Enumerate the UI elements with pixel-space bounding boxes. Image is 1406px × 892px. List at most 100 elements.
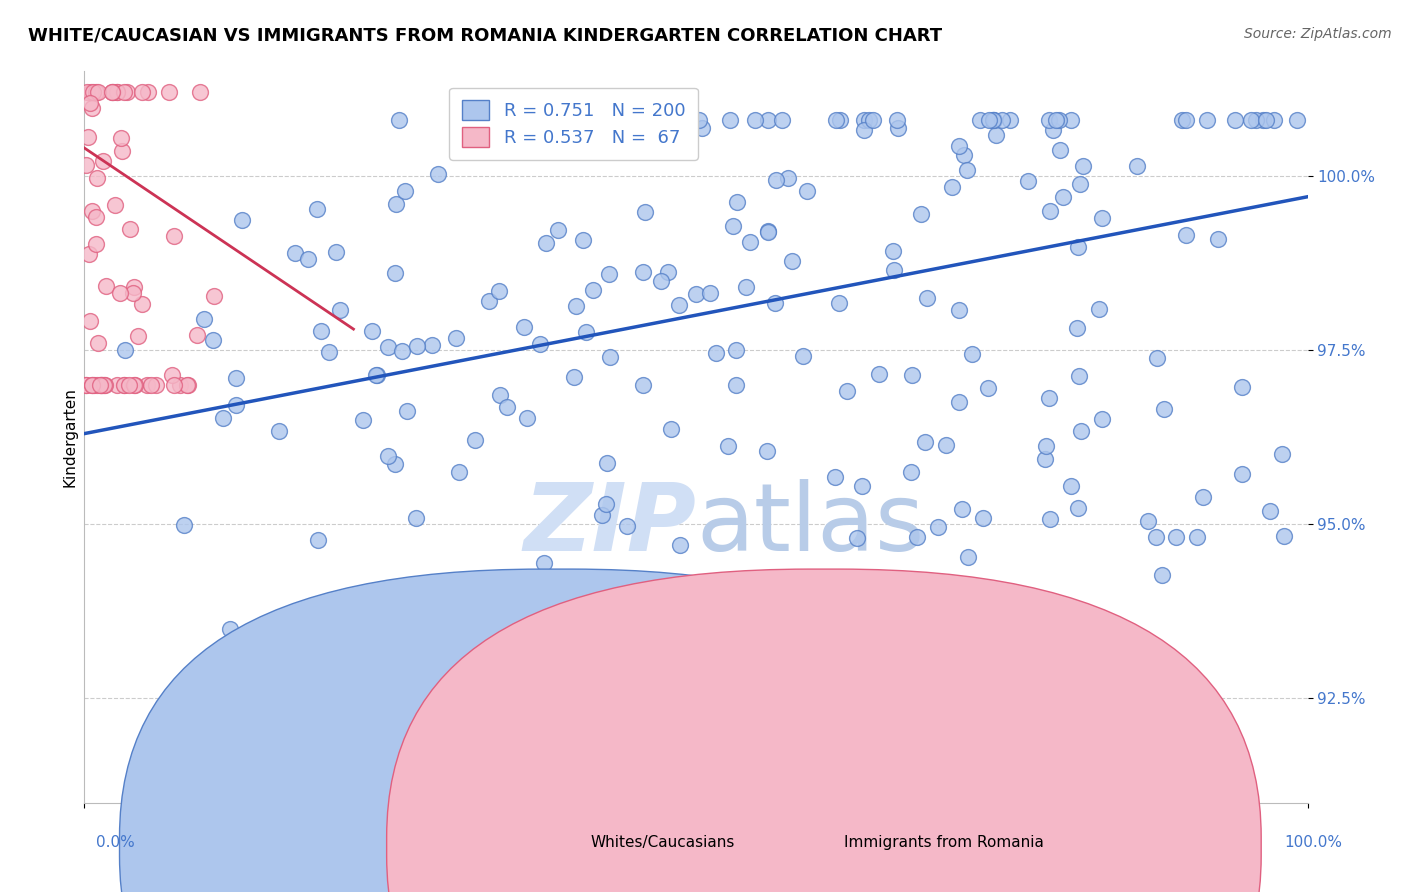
Point [1230, 467, 1253, 481]
Point [536, 236, 558, 251]
Point [983, 113, 1005, 128]
Point [188, 85, 211, 99]
Point [75, 158, 97, 172]
Point [211, 411, 233, 425]
Point [176, 377, 198, 392]
Point [948, 395, 970, 409]
Point [284, 245, 307, 260]
Point [464, 434, 486, 448]
Point [305, 202, 328, 216]
Point [101, 85, 124, 99]
Point [657, 265, 679, 279]
Point [927, 520, 949, 534]
Point [530, 622, 553, 636]
Point [516, 411, 538, 425]
Point [721, 219, 744, 234]
Point [86, 377, 108, 392]
Point [1153, 401, 1175, 416]
Point [886, 113, 908, 128]
Point [1049, 144, 1071, 158]
Point [1258, 504, 1281, 518]
Point [969, 113, 991, 128]
Point [104, 197, 127, 211]
Point [90, 377, 112, 392]
Point [105, 85, 128, 99]
Point [659, 422, 682, 436]
Text: Whites/Caucasians: Whites/Caucasians [591, 836, 735, 850]
Point [581, 284, 603, 298]
Text: Source: ZipAtlas.com: Source: ZipAtlas.com [1244, 27, 1392, 41]
Point [948, 139, 970, 153]
Y-axis label: Kindergarten: Kindergarten [62, 387, 77, 487]
Point [79, 314, 101, 328]
Point [727, 195, 749, 210]
Point [560, 622, 582, 636]
Point [93, 154, 115, 169]
Point [756, 113, 779, 128]
Point [868, 367, 890, 381]
Point [80, 85, 103, 99]
Point [388, 113, 411, 128]
Point [887, 120, 910, 135]
Point [941, 179, 963, 194]
Point [754, 622, 776, 636]
Point [131, 85, 153, 99]
Point [405, 511, 427, 525]
Point [118, 377, 141, 392]
Point [127, 329, 149, 343]
Point [547, 223, 569, 237]
Point [917, 292, 939, 306]
Point [914, 435, 936, 450]
Point [124, 377, 146, 392]
Point [366, 368, 388, 383]
Point [956, 549, 979, 564]
Point [297, 252, 319, 266]
Point [763, 295, 786, 310]
Point [1067, 240, 1090, 254]
Point [90, 377, 112, 392]
Point [105, 377, 128, 392]
Point [1146, 351, 1168, 366]
Point [704, 345, 727, 359]
Point [177, 377, 200, 392]
Point [475, 113, 498, 128]
Point [1191, 490, 1213, 504]
Point [495, 143, 517, 157]
Point [883, 263, 905, 277]
Point [780, 254, 803, 268]
Point [576, 622, 599, 636]
Point [173, 517, 195, 532]
Point [82, 377, 104, 392]
Point [395, 404, 418, 418]
Point [77, 130, 100, 145]
Point [616, 519, 638, 533]
Point [93, 377, 115, 392]
Point [406, 339, 429, 353]
Text: Immigrants from Romania: Immigrants from Romania [844, 836, 1043, 850]
Point [633, 378, 655, 392]
Point [901, 368, 924, 382]
Point [1045, 113, 1067, 128]
Point [378, 611, 401, 625]
Point [131, 297, 153, 311]
Point [765, 173, 787, 187]
Point [157, 85, 180, 99]
Point [533, 556, 555, 570]
Point [564, 299, 586, 313]
Point [568, 113, 591, 128]
Point [845, 531, 868, 545]
Point [1230, 380, 1253, 394]
Point [1060, 113, 1083, 128]
Point [516, 117, 538, 131]
Point [981, 113, 1004, 128]
Point [79, 95, 101, 110]
Point [1059, 479, 1081, 493]
Point [163, 377, 186, 392]
Point [219, 622, 242, 636]
Point [108, 285, 131, 300]
Point [685, 287, 707, 301]
Point [377, 340, 399, 354]
Point [575, 325, 598, 339]
Point [90, 377, 112, 392]
Point [82, 85, 104, 99]
